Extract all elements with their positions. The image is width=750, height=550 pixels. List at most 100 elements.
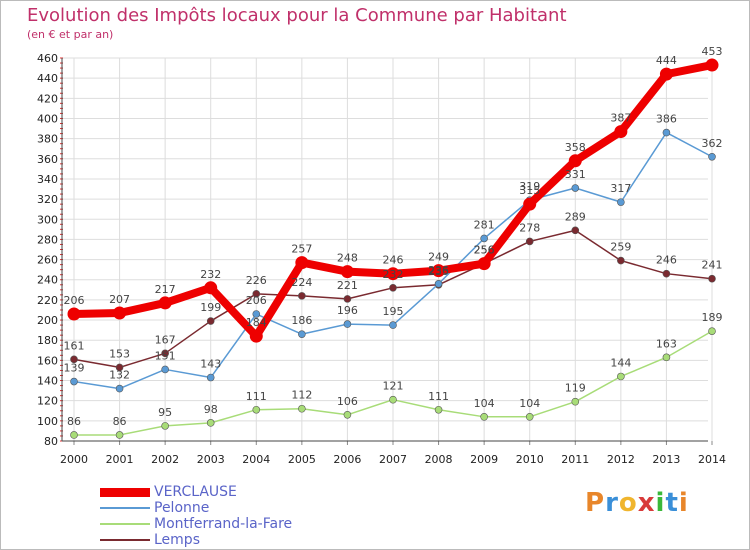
- data-point: [252, 405, 261, 414]
- data-label: 358: [565, 141, 586, 154]
- data-point: [70, 355, 78, 364]
- legend-label: Pelonne: [154, 500, 210, 516]
- legend-swatch: [100, 507, 150, 509]
- data-point: [571, 184, 580, 192]
- data-label: 221: [337, 279, 358, 292]
- y-tick-label: 240: [37, 274, 58, 287]
- legend-label: Lemps: [154, 532, 200, 548]
- data-point: [389, 321, 397, 329]
- data-label: 139: [64, 362, 85, 375]
- data-point: [659, 67, 673, 81]
- data-point: [204, 281, 218, 295]
- y-tick-label: 280: [37, 233, 58, 246]
- data-label: 453: [702, 45, 723, 58]
- y-tick-label: 300: [37, 213, 58, 226]
- data-label: 104: [519, 397, 540, 410]
- data-point: [662, 128, 671, 137]
- data-label: 386: [656, 113, 677, 126]
- data-label: 232: [200, 268, 221, 281]
- data-point: [432, 264, 446, 278]
- y-tick-label: 320: [37, 193, 58, 206]
- data-label: 189: [702, 311, 723, 324]
- x-tick-label: 2008: [425, 453, 453, 466]
- legend-label: VERCLAUSE: [154, 484, 237, 500]
- y-tick-label: 380: [37, 133, 58, 146]
- data-label: 319: [519, 180, 540, 193]
- data-point: [571, 397, 580, 406]
- y-tick-label: 220: [37, 294, 58, 307]
- data-point: [206, 373, 215, 382]
- data-point: [298, 330, 306, 338]
- x-tick-label: 2010: [516, 453, 544, 466]
- data-label: 315: [519, 184, 540, 197]
- data-point: [115, 431, 124, 439]
- data-point: [70, 377, 78, 386]
- data-label: 95: [158, 406, 172, 419]
- data-point: [617, 198, 625, 206]
- y-tick-label: 200: [37, 314, 58, 327]
- data-point: [340, 265, 354, 279]
- x-tick-label: 2014: [698, 453, 726, 466]
- data-point: [343, 320, 352, 328]
- data-point: [389, 283, 397, 292]
- x-tick-label: 2012: [607, 453, 635, 466]
- data-label: 259: [610, 241, 631, 254]
- data-point: [161, 365, 169, 374]
- data-label: 278: [519, 221, 540, 234]
- y-tick-label: 100: [37, 415, 58, 428]
- data-label: 195: [383, 305, 404, 318]
- data-label: 248: [337, 252, 358, 265]
- data-label: 217: [155, 283, 176, 296]
- data-label: 246: [656, 254, 677, 267]
- data-label: 199: [200, 301, 221, 314]
- data-point: [708, 152, 716, 161]
- data-point: [298, 292, 306, 300]
- data-label: 257: [291, 243, 312, 256]
- data-point: [708, 274, 716, 283]
- data-label: 281: [474, 218, 495, 231]
- data-point: [571, 226, 580, 235]
- data-point: [434, 279, 443, 288]
- x-tick-label: 2005: [288, 453, 316, 466]
- data-label: 289: [565, 210, 586, 223]
- data-label: 207: [109, 293, 130, 306]
- data-label: 121: [383, 380, 404, 393]
- data-point: [343, 410, 352, 419]
- data-point: [708, 327, 716, 335]
- x-tick-label: 2003: [197, 453, 225, 466]
- data-label: 249: [428, 251, 449, 264]
- y-tick-label: 160: [37, 354, 58, 367]
- x-tick-label: 2011: [561, 453, 589, 466]
- data-label: 206: [246, 294, 267, 307]
- proxiti-logo: Proxiti: [585, 488, 689, 518]
- data-point: [568, 154, 582, 168]
- data-label: 111: [428, 390, 449, 403]
- data-point: [480, 413, 488, 421]
- data-label: 112: [291, 389, 312, 402]
- data-label: 143: [200, 358, 221, 371]
- x-tick-label: 2007: [379, 453, 407, 466]
- data-point: [206, 317, 215, 325]
- data-label: 106: [337, 395, 358, 408]
- data-label: 236: [428, 264, 449, 277]
- data-point: [295, 256, 309, 270]
- legend-swatch: [100, 487, 150, 497]
- data-point: [523, 197, 537, 211]
- y-tick-label: 460: [37, 52, 58, 65]
- data-point: [614, 125, 628, 139]
- data-label: 167: [155, 333, 176, 346]
- data-label: 111: [246, 390, 267, 403]
- data-point: [115, 384, 124, 393]
- data-label: 256: [474, 244, 495, 257]
- data-point: [158, 296, 172, 310]
- data-label: 387: [610, 112, 631, 125]
- y-tick-label: 340: [37, 173, 58, 186]
- legend-swatch: [100, 523, 150, 525]
- x-tick-label: 2002: [151, 453, 179, 466]
- data-label: 196: [337, 304, 358, 317]
- data-label: 226: [246, 274, 267, 287]
- data-label: 331: [565, 168, 586, 181]
- y-tick-label: 440: [37, 72, 58, 85]
- data-label: 224: [291, 276, 312, 289]
- data-label: 132: [109, 369, 130, 382]
